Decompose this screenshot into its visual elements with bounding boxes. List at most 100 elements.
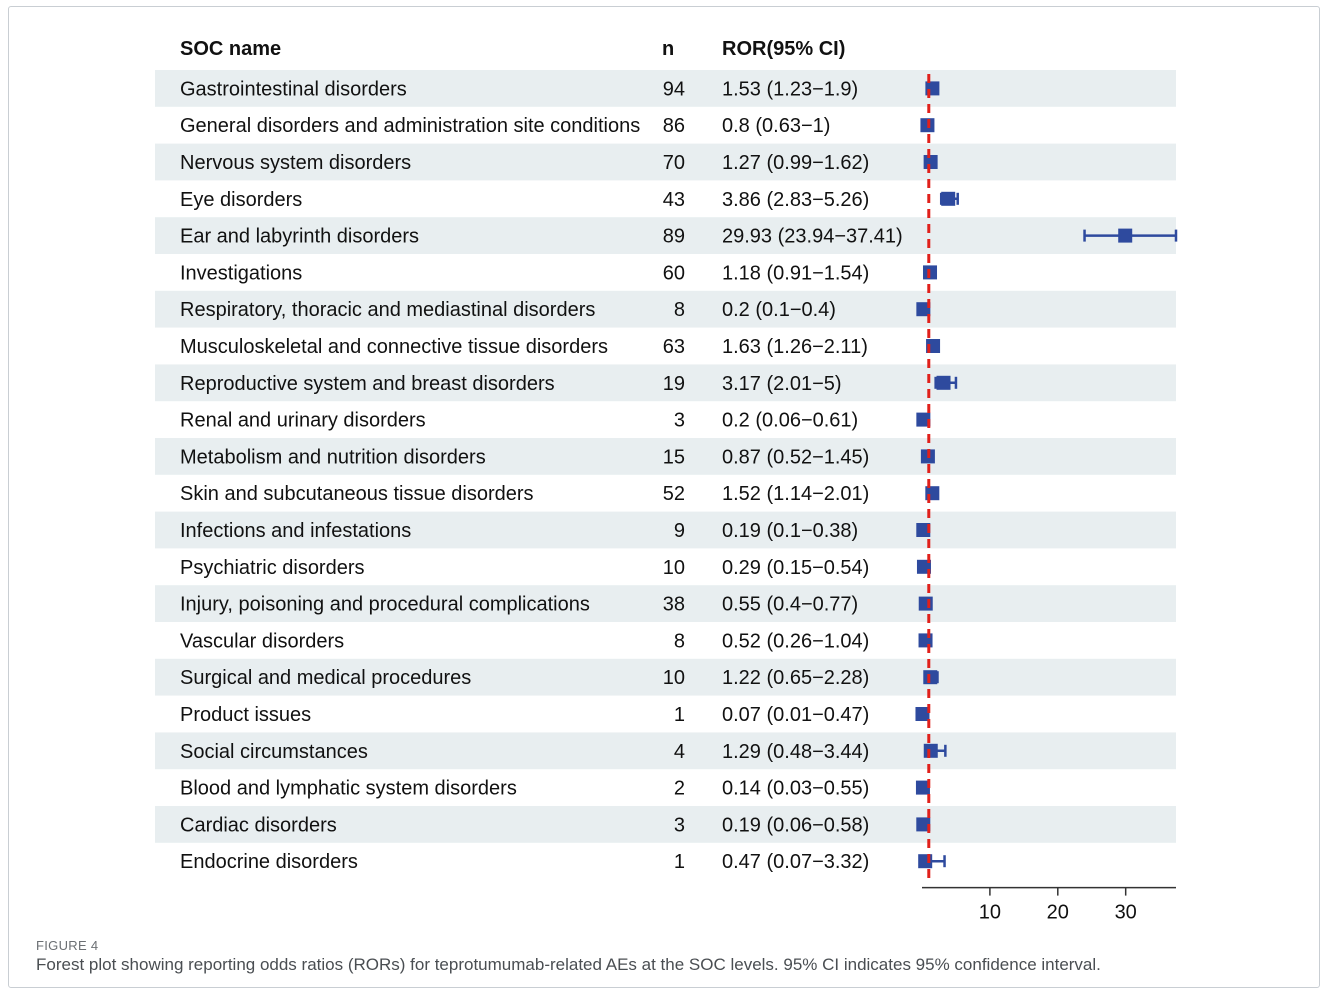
row-stripe <box>155 658 1176 696</box>
ror-ci-text: 1.27 (0.99−1.62) <box>722 152 869 174</box>
soc-name: Infections and infestations <box>180 520 411 542</box>
point-estimate <box>941 191 956 206</box>
ror-ci-text: 1.29 (0.48−3.44) <box>722 741 869 763</box>
figure-frame <box>8 6 1320 988</box>
ror-ci-text: 1.63 (1.26−2.11) <box>722 336 868 358</box>
soc-name: Investigations <box>180 262 302 284</box>
soc-name: Renal and urinary disorders <box>180 410 426 432</box>
ror-ci-text: 0.14 (0.03−0.55) <box>722 778 869 800</box>
x-tick-label: 30 <box>1115 902 1137 924</box>
point-estimate <box>918 633 933 648</box>
point-estimate <box>916 817 931 832</box>
row-stripe <box>155 364 1176 402</box>
soc-name: Metabolism and nutrition disorders <box>180 446 486 468</box>
soc-name: Injury, poisoning and procedural complic… <box>180 594 590 616</box>
ror-ci-text: 0.2 (0.1−0.4) <box>722 299 836 321</box>
point-estimate <box>916 523 931 537</box>
soc-name: Eye disorders <box>180 189 302 211</box>
ror-ci-text: 0.8 (0.63−1) <box>722 115 830 137</box>
header-soc-name: SOC name <box>180 38 281 60</box>
ror-ci-text: 1.18 (0.91−1.54) <box>722 262 869 284</box>
ror-ci-text: 3.17 (2.01−5) <box>722 373 842 395</box>
point-estimate <box>916 412 931 427</box>
row-stripe <box>155 511 1176 549</box>
ror-ci-text: 3.86 (2.83−5.26) <box>722 189 869 211</box>
ror-ci-text: 0.07 (0.01−0.47) <box>722 704 869 726</box>
point-estimate <box>1118 228 1133 243</box>
case-count: 10 <box>663 557 685 579</box>
row-stripe <box>155 732 1176 770</box>
case-count: 60 <box>663 262 685 284</box>
soc-name: Reproductive system and breast disorders <box>180 373 555 395</box>
ror-ci-text: 0.29 (0.15−0.54) <box>722 557 869 579</box>
case-count: 2 <box>674 778 685 800</box>
soc-name: Product issues <box>180 704 311 726</box>
case-count: 63 <box>663 336 685 358</box>
ror-ci-text: 1.52 (1.14−2.01) <box>722 483 869 505</box>
row-stripe <box>155 217 1176 254</box>
ror-ci-text: 29.93 (23.94−37.41) <box>722 226 903 248</box>
soc-name: Psychiatric disorders <box>180 557 365 579</box>
figure-caption: Forest plot showing reporting odds ratio… <box>36 955 1101 974</box>
case-count: 1 <box>674 704 685 726</box>
ror-ci-text: 0.19 (0.06−0.58) <box>722 814 869 836</box>
soc-name: Gastrointestinal disorders <box>180 78 407 100</box>
row-stripe <box>155 438 1176 475</box>
soc-name: Nervous system disorders <box>180 152 411 174</box>
case-count: 3 <box>674 814 685 836</box>
row-stripe <box>155 143 1176 181</box>
soc-name: Endocrine disorders <box>180 851 358 873</box>
point-estimate <box>936 375 951 390</box>
soc-name: Musculoskeletal and connective tissue di… <box>180 336 608 358</box>
case-count: 8 <box>674 299 685 321</box>
case-count: 8 <box>674 630 685 652</box>
point-estimate <box>915 707 930 721</box>
header-n: n <box>662 38 674 60</box>
point-estimate <box>923 743 938 758</box>
row-stripe <box>155 806 1176 843</box>
point-estimate <box>916 302 931 317</box>
case-count: 43 <box>663 189 685 211</box>
row-stripe <box>155 290 1176 328</box>
row-stripe <box>155 585 1176 622</box>
soc-name: Social circumstances <box>180 741 368 763</box>
case-count: 3 <box>674 410 685 432</box>
soc-name: Respiratory, thoracic and mediastinal di… <box>180 299 595 321</box>
soc-name: Skin and subcutaneous tissue disorders <box>180 483 534 505</box>
row-stripe <box>155 70 1176 107</box>
ror-ci-text: 1.22 (0.65−2.28) <box>722 667 869 689</box>
soc-name: Ear and labyrinth disorders <box>180 226 419 248</box>
x-tick-label: 20 <box>1047 902 1069 924</box>
case-count: 1 <box>674 851 685 873</box>
point-estimate <box>918 596 933 611</box>
case-count: 52 <box>663 483 685 505</box>
figure-label: FIGURE 4 <box>36 938 99 953</box>
case-count: 15 <box>663 446 685 468</box>
ror-ci-text: 0.47 (0.07−3.32) <box>722 851 869 873</box>
soc-name: Vascular disorders <box>180 630 344 652</box>
case-count: 70 <box>663 152 685 174</box>
point-estimate <box>923 155 938 169</box>
case-count: 94 <box>663 78 685 100</box>
ror-ci-text: 0.87 (0.52−1.45) <box>722 446 869 468</box>
soc-name: General disorders and administration sit… <box>180 115 640 137</box>
case-count: 86 <box>663 115 685 137</box>
case-count: 9 <box>674 520 685 542</box>
soc-name: Surgical and medical procedures <box>180 667 471 689</box>
case-count: 89 <box>663 226 685 248</box>
ror-ci-text: 0.2 (0.06−0.61) <box>722 410 858 432</box>
case-count: 10 <box>663 667 685 689</box>
case-count: 38 <box>663 594 685 616</box>
case-count: 4 <box>674 741 685 763</box>
point-estimate <box>915 780 930 795</box>
x-tick-label: 10 <box>979 902 1001 924</box>
case-count: 19 <box>663 373 685 395</box>
header-ror: ROR(95% CI) <box>722 38 845 60</box>
soc-name: Blood and lymphatic system disorders <box>180 778 517 800</box>
ror-ci-text: 0.55 (0.4−0.77) <box>722 594 858 616</box>
ror-ci-text: 0.19 (0.1−0.38) <box>722 520 858 542</box>
ror-ci-text: 0.52 (0.26−1.04) <box>722 630 869 652</box>
ror-ci-text: 1.53 (1.23−1.9) <box>722 78 858 100</box>
soc-name: Cardiac disorders <box>180 814 337 836</box>
